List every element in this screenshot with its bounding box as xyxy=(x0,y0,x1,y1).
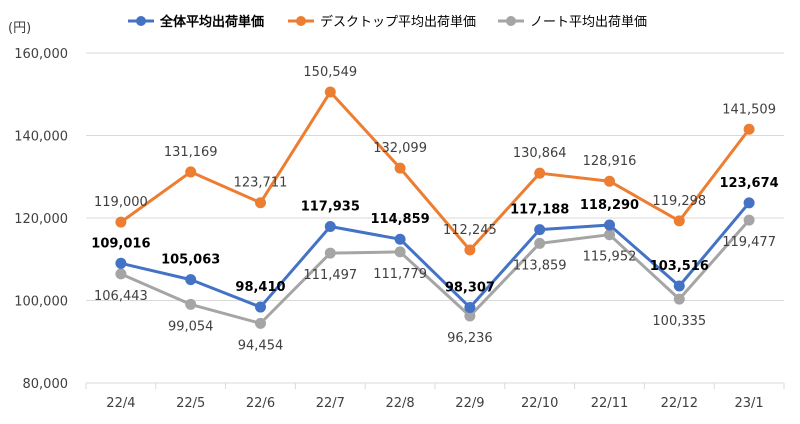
data-label: 131,169 xyxy=(164,145,218,160)
legend-item: ノート平均出荷単価 xyxy=(498,14,647,30)
data-point xyxy=(673,280,685,292)
data-point xyxy=(743,214,755,226)
data-point xyxy=(324,86,336,98)
data-point xyxy=(604,175,615,187)
data-label: 150,549 xyxy=(303,65,357,80)
series-2 xyxy=(115,197,755,313)
data-point xyxy=(115,257,127,269)
data-point xyxy=(604,219,615,231)
data-label: 117,935 xyxy=(301,200,360,215)
data-point xyxy=(534,167,546,179)
data-point xyxy=(673,215,685,227)
x-tick-label: 22/12 xyxy=(661,396,698,411)
data-point xyxy=(394,233,406,245)
y-tick-label: 160,000 xyxy=(14,47,68,62)
data-point xyxy=(255,197,266,209)
data-point xyxy=(673,293,685,305)
legend-marker xyxy=(506,16,516,26)
data-label: 113,859 xyxy=(513,258,567,273)
series-line xyxy=(120,90,751,252)
data-label: 109,016 xyxy=(91,236,150,251)
data-point xyxy=(394,162,406,174)
legend-label: デスクトップ平均出荷単価 xyxy=(320,14,476,30)
y-axis-unit-label: (円) xyxy=(8,21,31,36)
x-tick-label: 22/4 xyxy=(106,396,135,411)
data-label: 98,307 xyxy=(445,280,495,295)
x-tick-label: 22/5 xyxy=(176,396,205,411)
data-point xyxy=(185,298,197,310)
x-tick-label: 22/6 xyxy=(246,396,275,411)
data-point xyxy=(255,301,266,313)
data-label: 111,779 xyxy=(373,267,427,282)
data-point xyxy=(255,317,266,329)
data-label: 119,477 xyxy=(722,235,776,250)
y-tick-label: 80,000 xyxy=(23,377,69,392)
data-label: 112,245 xyxy=(443,223,497,238)
data-label: 94,454 xyxy=(238,338,284,353)
data-point xyxy=(185,274,197,286)
data-point xyxy=(464,301,476,313)
legend: 全体平均出荷単価 デスクトップ平均出荷単価 ノート平均出荷単価 xyxy=(128,14,647,30)
data-point xyxy=(324,221,336,233)
data-label: 117,188 xyxy=(510,203,569,218)
series-line xyxy=(120,201,751,309)
data-label: 119,000 xyxy=(94,195,148,210)
axes: 80,000 100,000 120,000 140,000 160,000 22/4 22… xyxy=(14,47,785,411)
legend-marker xyxy=(296,16,306,26)
series-line xyxy=(120,219,751,325)
data-label: 98,410 xyxy=(235,280,285,295)
data-label: 141,509 xyxy=(722,102,776,117)
legend-label: 全体平均出荷単価 xyxy=(159,14,264,30)
data-labels: 119,000 109,016 106,443 131,169 105,063 99,05… xyxy=(91,65,778,353)
series-1 xyxy=(115,214,755,329)
y-tick-label: 120,000 xyxy=(14,212,68,227)
data-label: 100,335 xyxy=(652,314,706,329)
data-label: 115,952 xyxy=(583,250,637,265)
data-label: 123,674 xyxy=(719,176,778,191)
data-label: 103,516 xyxy=(650,259,709,274)
data-label: 96,236 xyxy=(447,331,493,346)
data-point xyxy=(743,123,755,135)
x-tick-label: 22/10 xyxy=(521,396,558,411)
data-label: 99,054 xyxy=(168,319,214,334)
data-label: 105,063 xyxy=(161,253,220,268)
legend-label: ノート平均出荷単価 xyxy=(530,14,647,30)
x-tick-label: 22/8 xyxy=(385,396,414,411)
legend-item: 全体平均出荷単価 xyxy=(128,14,264,30)
legend-item: デスクトップ平均出荷単価 xyxy=(288,14,476,30)
data-point xyxy=(604,229,615,241)
data-point xyxy=(743,197,755,209)
x-tick-label: 23/1 xyxy=(734,396,763,411)
data-point xyxy=(464,244,476,256)
x-tick-label: 22/11 xyxy=(591,396,628,411)
data-point xyxy=(324,247,336,259)
data-point xyxy=(534,237,546,249)
data-label: 132,099 xyxy=(373,141,427,156)
data-point xyxy=(534,224,546,236)
data-label: 114,859 xyxy=(370,212,429,227)
series-0 xyxy=(115,86,755,256)
data-label: 111,497 xyxy=(303,268,357,283)
data-label: 106,443 xyxy=(94,289,148,304)
data-label: 118,290 xyxy=(580,198,639,213)
y-tick-label: 100,000 xyxy=(14,295,68,310)
legend-marker xyxy=(136,16,146,26)
data-point xyxy=(115,268,127,280)
data-label: 123,711 xyxy=(234,176,288,191)
grid-lines xyxy=(86,52,784,301)
data-point xyxy=(394,246,406,258)
data-label: 128,916 xyxy=(583,154,637,169)
x-tick-label: 22/9 xyxy=(455,396,484,411)
data-label: 130,864 xyxy=(513,146,567,161)
y-tick-label: 140,000 xyxy=(14,130,68,145)
x-tick-label: 22/7 xyxy=(316,396,345,411)
data-point xyxy=(185,166,197,178)
data-label: 119,298 xyxy=(652,194,706,209)
series-lines xyxy=(115,86,755,329)
data-point xyxy=(115,216,127,228)
